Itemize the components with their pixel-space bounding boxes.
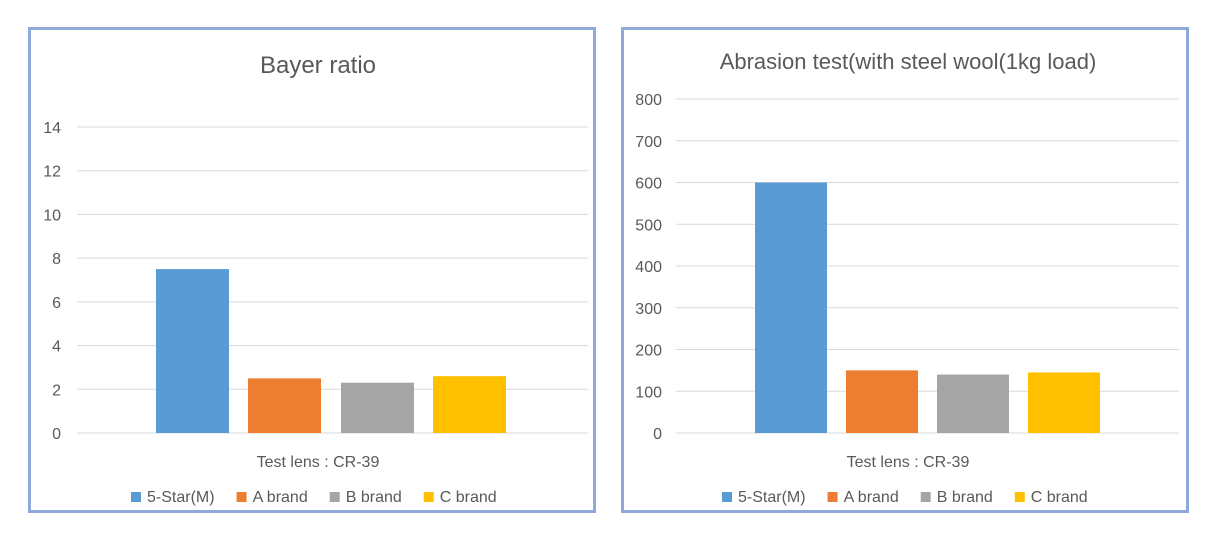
abrasion-test-chart: Abrasion test(with steel wool(1kg load) …	[635, 49, 1179, 506]
y-tick-label: 6	[52, 295, 61, 312]
legend-swatch-a-brand	[236, 492, 247, 502]
legend-label-5-star-m: 5-Star(M)	[147, 489, 215, 506]
y-tick-label: 14	[43, 120, 61, 137]
chart-title: Abrasion test(with steel wool(1kg load)	[720, 49, 1097, 74]
legend-label-b-brand: B brand	[346, 489, 402, 506]
y-tick-label: 100	[635, 384, 662, 401]
x-category-label: Test lens : CR-39	[847, 454, 970, 471]
legend-swatch-b-brand	[329, 492, 340, 502]
legend-swatch-b-brand	[920, 492, 931, 502]
bar-a-brand	[846, 370, 918, 433]
bayer-ratio-chart-panel: Bayer ratio 0 2 4 6 8 10 12 14 Test lens : CR-3…	[28, 27, 596, 513]
y-tick-label: 200	[635, 343, 662, 360]
legend: 5-Star(M) A brand B brand C brand	[722, 489, 1088, 506]
legend-swatch-5-star-m	[722, 492, 732, 502]
legend-label-5-star-m: 5-Star(M)	[738, 489, 806, 506]
x-category-label: Test lens : CR-39	[257, 454, 380, 471]
y-tick-label: 400	[635, 259, 662, 276]
y-tick-label: 2	[52, 382, 61, 399]
y-tick-label: 10	[43, 207, 61, 224]
bar-b-brand	[341, 382, 414, 433]
y-tick-label: 4	[52, 339, 61, 356]
y-tick-label: 800	[635, 92, 662, 109]
bayer-ratio-chart: Bayer ratio 0 2 4 6 8 10 12 14 Test lens : CR-3…	[43, 52, 588, 506]
bar-5-star-m	[755, 182, 827, 433]
legend-label-c-brand: C brand	[1031, 489, 1088, 506]
y-tick-label: 12	[43, 164, 61, 181]
y-tick-label: 700	[635, 134, 662, 151]
y-tick-label: 500	[635, 217, 662, 234]
legend-label-a-brand: A brand	[253, 489, 308, 506]
legend-label-c-brand: C brand	[440, 489, 497, 506]
legend-swatch-c-brand	[1014, 492, 1025, 502]
y-tick-label: 0	[52, 426, 61, 443]
legend-swatch-a-brand	[827, 492, 838, 502]
chart-title: Bayer ratio	[260, 52, 376, 79]
legend-label-b-brand: B brand	[937, 489, 993, 506]
legend-swatch-5-star-m	[131, 492, 141, 502]
bar-c-brand	[1028, 372, 1100, 433]
y-tick-label: 0	[653, 426, 662, 443]
bar-a-brand	[248, 378, 321, 433]
bar-b-brand	[937, 374, 1009, 433]
y-tick-label: 8	[52, 251, 61, 268]
abrasion-test-chart-panel: Abrasion test(with steel wool(1kg load) …	[621, 27, 1189, 513]
bar-c-brand	[433, 376, 506, 433]
y-tick-label: 600	[635, 176, 662, 193]
legend-swatch-c-brand	[423, 492, 434, 502]
legend: 5-Star(M) A brand B brand C brand	[131, 489, 497, 506]
y-tick-label: 300	[635, 301, 662, 318]
bar-5-star-m	[156, 269, 229, 433]
legend-label-a-brand: A brand	[844, 489, 899, 506]
